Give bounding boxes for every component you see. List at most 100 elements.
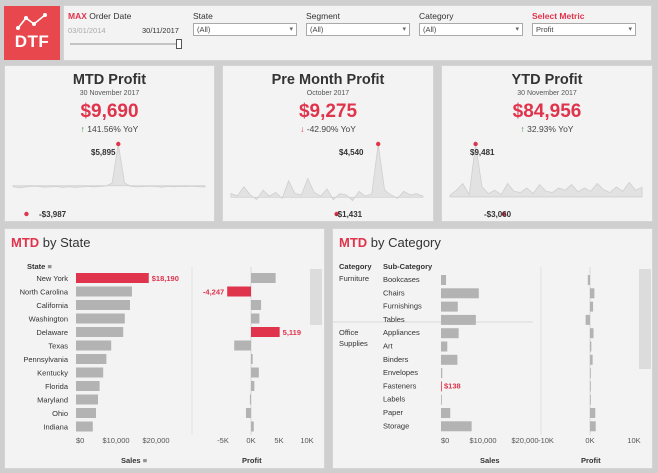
- subcategory-row-label: Envelopes: [383, 368, 418, 377]
- sales-bar: [441, 275, 447, 285]
- state-panel: MTD by State State ≡ New York North Carol…: [4, 228, 325, 469]
- sales-tick-label: $0: [441, 436, 449, 445]
- panel-title: MTD by State: [11, 235, 91, 250]
- subcategory-row-label: Labels: [383, 395, 405, 404]
- sparkline-chart: [12, 141, 206, 217]
- kpi-card-mtd: MTD Profit 30 November 2017 $9,690 ↑ 141…: [4, 65, 215, 222]
- dtf-logo: DTF: [4, 6, 60, 60]
- sales-axis-title[interactable]: Sales ≡: [121, 456, 148, 465]
- metric-filter-label: Select Metric: [532, 11, 585, 21]
- kpi-yoy: ↑ 141.56% YoY: [80, 124, 139, 134]
- sales-bar: [76, 421, 93, 432]
- sales-bar: [441, 421, 472, 432]
- sales-bar: [441, 368, 443, 379]
- subcategory-column-header: Sub-Category: [383, 262, 433, 271]
- state-filter-label: State: [193, 11, 213, 21]
- spark-max-label: $5,895: [91, 148, 116, 157]
- category-select[interactable]: (All) ▾: [419, 23, 523, 36]
- profit-bar: [590, 301, 594, 312]
- sales-bar: [76, 327, 124, 337]
- sales-bar: [441, 341, 448, 352]
- sort-icon[interactable]: ≡: [47, 262, 52, 271]
- sales-bar: [76, 408, 96, 418]
- spark-max-label: $9,481: [470, 148, 495, 157]
- panel-title: MTD by Category: [339, 235, 441, 250]
- state-row-label: Indiana: [43, 423, 68, 432]
- category-label-office-supplies: Office Supplies: [339, 328, 368, 348]
- profit-bar: [245, 408, 251, 418]
- profit-bar: [251, 313, 260, 324]
- profit-axis-title: Profit: [242, 456, 262, 465]
- category-filter-label: Category: [419, 11, 454, 21]
- sparkline-area: [449, 143, 643, 198]
- profit-bar: [251, 273, 276, 283]
- sort-icon[interactable]: ≡: [142, 456, 148, 465]
- spark-min-point: [501, 211, 506, 217]
- state-select[interactable]: (All) ▾: [193, 23, 297, 36]
- date-slider-track[interactable]: [70, 43, 182, 45]
- profit-tick-label: 0K: [585, 436, 594, 445]
- profit-bar: [585, 314, 590, 325]
- vertical-scrollbar[interactable]: [310, 269, 322, 325]
- spark-min-label: -$1,431: [335, 210, 363, 219]
- profit-bar: [251, 354, 253, 364]
- sales-bar: [441, 381, 442, 392]
- kpi-yoy: ↑ 32.93% YoY: [520, 124, 574, 134]
- arrow-down-icon: ↓: [300, 124, 305, 134]
- profit-bar: [590, 354, 593, 365]
- state-row-label: North Carolina: [20, 288, 69, 297]
- category-label-furniture: Furniture: [339, 274, 370, 283]
- sales-bar: [76, 367, 104, 378]
- subcategory-row-label: Furnishings: [383, 302, 422, 311]
- kpi-date: 30 November 2017: [79, 90, 140, 97]
- profit-bar: [590, 368, 591, 379]
- sparkline-area: [12, 143, 206, 189]
- vertical-scrollbar[interactable]: [639, 269, 651, 369]
- profit-bar: [590, 394, 591, 405]
- profit-bar: [251, 327, 280, 337]
- state-row-label: Maryland: [37, 396, 68, 405]
- state-row-label: Pennsylvania: [23, 355, 68, 364]
- spark-max-point: [116, 141, 121, 147]
- subcategory-row-label: Binders: [383, 355, 409, 364]
- profit-tick-label: -10K: [538, 436, 554, 445]
- kpi-value: $9,275: [298, 101, 358, 122]
- profit-tick-label: 10K: [300, 436, 313, 445]
- category-column-header: Category: [339, 262, 372, 271]
- state-row-label: California: [36, 301, 69, 310]
- kpi-date: October 2017: [306, 90, 350, 97]
- order-date-label: MAX Order Date: [68, 11, 132, 21]
- kpi-card-prev-month: Pre Month Profit October 2017 $9,275 ↓ -…: [222, 65, 434, 222]
- metric-select[interactable]: Profit ▾: [532, 23, 636, 36]
- segment-select[interactable]: (All) ▾: [306, 23, 410, 36]
- profit-bar: [251, 300, 262, 310]
- kpi-title: MTD Profit: [72, 72, 147, 88]
- date-end: 30/11/2017: [142, 26, 179, 35]
- sales-bar: [76, 340, 112, 351]
- profit-bar: [251, 367, 259, 378]
- subcategory-row-label: Bookcases: [383, 275, 420, 284]
- subcategory-row-label: Tables: [383, 315, 405, 324]
- profit-data-label: 5,119: [283, 328, 301, 337]
- sales-tick-label: $10,000: [102, 436, 129, 445]
- sales-axis-title: Sales: [480, 456, 500, 465]
- spark-min-point: [24, 211, 29, 217]
- sparkline-area: [230, 143, 424, 202]
- state-column-header[interactable]: State ≡: [27, 262, 52, 271]
- sales-bar: [76, 286, 132, 297]
- spark-max-label: $4,540: [339, 148, 364, 157]
- profit-bar: [251, 421, 254, 432]
- sales-bar: [441, 408, 451, 418]
- spark-min-label: -$3,060: [484, 210, 512, 219]
- kpi-title: Pre Month Profit: [271, 72, 385, 88]
- profit-bar: [590, 408, 596, 418]
- sales-bar: [441, 328, 459, 339]
- profit-bar: [234, 340, 251, 351]
- sales-tick-label: $20,000: [142, 436, 169, 445]
- subcategory-row-label: Storage: [383, 421, 409, 430]
- kpi-title: YTD Profit: [511, 72, 583, 88]
- profit-bar: [249, 394, 251, 405]
- date-slider-handle[interactable]: [176, 39, 182, 49]
- state-row-label: Kentucky: [37, 369, 68, 378]
- sparkline-chart: [230, 141, 424, 217]
